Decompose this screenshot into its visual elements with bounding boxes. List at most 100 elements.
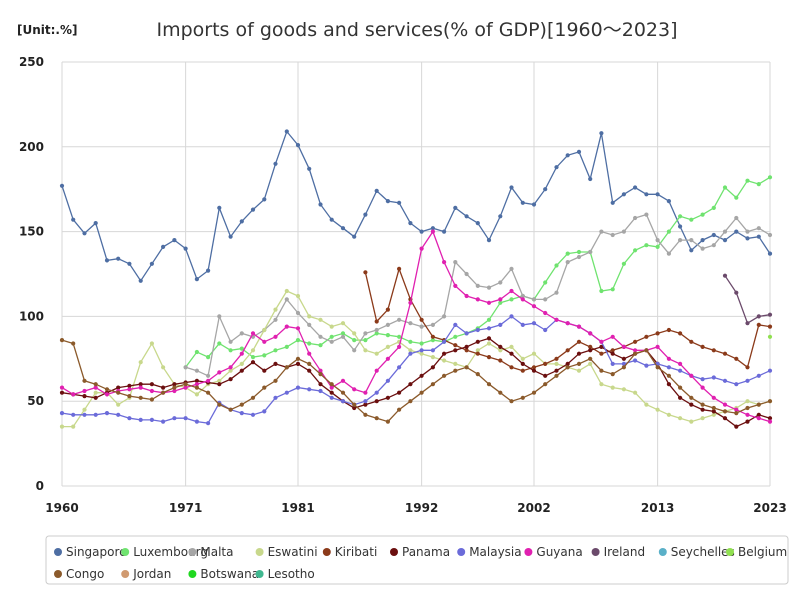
series-singapore [59, 129, 773, 283]
data-point [464, 271, 469, 277]
data-point [565, 321, 570, 326]
data-point [734, 407, 739, 412]
data-point [374, 327, 379, 333]
data-point [318, 202, 323, 207]
data-point [509, 288, 514, 294]
data-point [262, 368, 267, 373]
data-point [59, 411, 65, 416]
data-point [453, 260, 458, 265]
legend-marker [121, 570, 130, 578]
data-point [475, 348, 480, 353]
data-point [666, 373, 672, 378]
legend-label: Congo [66, 567, 104, 581]
data-point [217, 341, 222, 346]
data-point [633, 348, 638, 353]
data-point [419, 351, 424, 356]
legend-marker [457, 548, 466, 556]
legend-label: Eswatini [268, 545, 318, 559]
data-point [397, 344, 402, 349]
data-point [486, 355, 492, 360]
data-point [71, 392, 76, 397]
data-point [734, 290, 739, 295]
data-point [430, 382, 435, 387]
data-point [442, 260, 447, 265]
chart-title: Imports of goods and services(% of GDP)[… [156, 19, 677, 41]
data-point [295, 143, 301, 148]
data-point [307, 387, 312, 392]
data-point [397, 334, 402, 339]
data-point [363, 331, 368, 336]
data-point [767, 232, 773, 238]
data-point [149, 397, 154, 402]
data-point [520, 297, 525, 302]
data-point [273, 161, 278, 166]
data-point [59, 424, 65, 429]
data-point [194, 385, 199, 390]
data-point [576, 254, 582, 260]
data-point [531, 304, 537, 309]
data-point [610, 200, 615, 205]
data-point [194, 378, 199, 383]
legend-marker [255, 548, 264, 556]
data-point [329, 385, 334, 390]
series-guyana [59, 229, 773, 424]
data-point [138, 382, 143, 387]
data-point [397, 266, 402, 271]
data-point [745, 365, 750, 370]
data-point [531, 351, 537, 356]
legend-item: Jordan [121, 567, 171, 581]
data-point [767, 419, 773, 424]
data-point [273, 307, 278, 312]
data-point [262, 353, 267, 358]
data-point [82, 378, 87, 383]
data-point [340, 334, 346, 339]
data-point [464, 344, 469, 349]
data-point [509, 314, 514, 319]
data-point [689, 339, 694, 344]
data-point [442, 314, 447, 319]
data-point [352, 387, 357, 392]
data-point [352, 348, 357, 353]
data-point [352, 402, 357, 407]
data-point [666, 365, 672, 370]
data-point [453, 361, 458, 366]
data-point [363, 412, 368, 417]
legend-item: Lesotho [255, 567, 315, 581]
data-point [599, 351, 604, 356]
x-tick-label: 1981 [281, 501, 314, 515]
data-point [430, 322, 435, 327]
data-point [756, 226, 761, 231]
data-point [228, 339, 233, 344]
data-point [509, 399, 514, 404]
legend-item: Guyana [524, 545, 583, 559]
data-point [59, 338, 65, 343]
series-belgium [767, 334, 773, 339]
data-point [678, 385, 683, 390]
data-point [262, 339, 267, 344]
data-point [498, 348, 503, 353]
data-point [442, 373, 447, 378]
data-point [352, 405, 357, 411]
data-point [711, 412, 716, 417]
data-point [767, 324, 773, 329]
data-point [610, 287, 615, 292]
data-point [430, 348, 435, 353]
data-point [93, 221, 98, 226]
data-point [767, 368, 773, 373]
data-point [543, 310, 548, 316]
data-point [161, 419, 166, 424]
data-point [543, 382, 548, 387]
data-point [678, 224, 683, 229]
data-point [295, 293, 301, 299]
data-point [408, 300, 413, 305]
axis-ticks: 0 50 100 150 200 250 1960 1971 1981 1992 2002 2013 2… [19, 55, 787, 515]
data-point [149, 261, 154, 266]
legend-item: Belgium [726, 545, 787, 559]
y-tick-label: 150 [19, 225, 44, 239]
data-point [520, 293, 525, 299]
data-point [745, 378, 750, 383]
data-point [138, 278, 143, 283]
data-point [531, 202, 537, 207]
data-point [116, 412, 121, 417]
legend-item: Kiribati [322, 545, 377, 559]
